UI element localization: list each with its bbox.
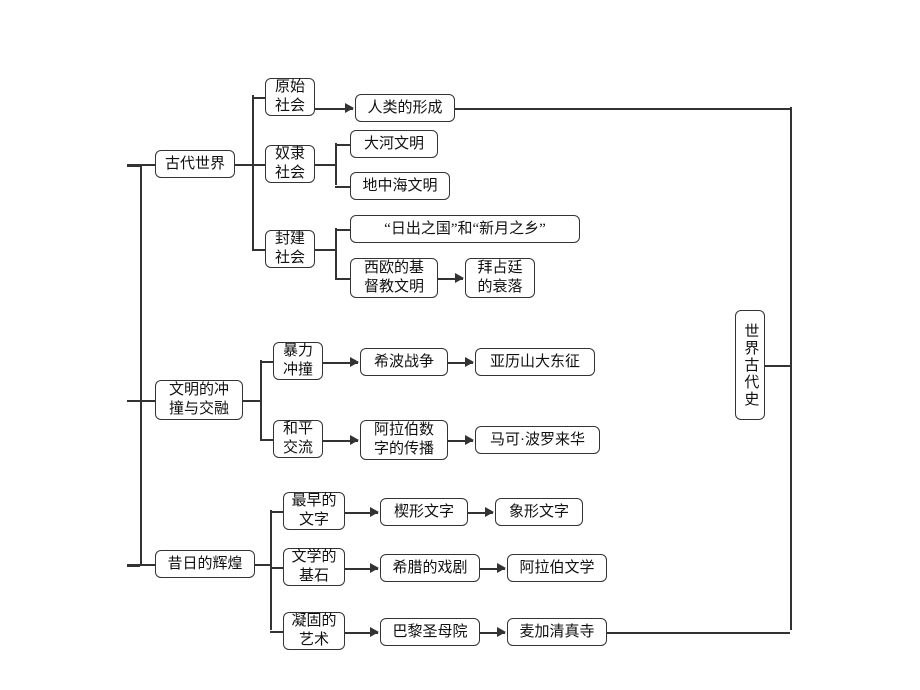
- l3-med_civ: 地中海文明: [350, 172, 450, 200]
- arrow-marco_polo: [465, 435, 474, 445]
- l2-stub: [252, 97, 265, 99]
- l1-to-bracket: [255, 564, 270, 566]
- sub-stub: [335, 278, 350, 280]
- sub-to-bracket: [315, 164, 335, 166]
- sub-stub: [335, 229, 350, 231]
- root-bracket: [140, 165, 142, 565]
- l2-lit_base: 文学的基石: [283, 548, 345, 586]
- sub-to-bracket: [315, 249, 335, 251]
- l4-byzantine: 拜占廷的衰落: [465, 258, 535, 298]
- l3-notre_dame: 巴黎圣母院: [380, 618, 480, 646]
- l1-bracket-glory: [270, 510, 272, 630]
- l4-hieroglyph: 象形文字: [495, 498, 583, 526]
- arrow-arabic_num: [350, 435, 359, 445]
- l2-stub: [260, 361, 273, 363]
- l1-glory: 昔日的辉煌: [155, 550, 255, 578]
- sub-stub: [335, 144, 350, 146]
- arrow-notre_dame: [370, 627, 379, 637]
- root-right: 世界古代史: [735, 310, 765, 420]
- diagram-canvas: 世界古代史 古代世界 原始社会 人类的形成奴隶社会 大河文明地中海文明封建社会 “日出之国…: [0, 0, 920, 690]
- l3-greek_drama: 希腊的戏剧: [380, 554, 480, 582]
- arrow-human_form: [345, 103, 354, 113]
- l2-frozen_art: 凝固的艺术: [283, 612, 345, 650]
- root-bracket-cap-top: [127, 165, 140, 167]
- l3-cuneiform: 楔形文字: [380, 498, 468, 526]
- arrow-mecca: [497, 627, 506, 637]
- l3-river_civ: 大河文明: [350, 130, 438, 158]
- sub-stub: [335, 186, 350, 188]
- l1-stub2: [140, 400, 155, 402]
- to-bus: [607, 632, 790, 634]
- l2-stub: [252, 249, 265, 251]
- l2-feudal: 封建社会: [265, 230, 315, 268]
- l4-marco_polo: 马可·波罗来华: [475, 426, 600, 454]
- l2-stub: [252, 164, 265, 166]
- l2-peace: 和平交流: [273, 420, 323, 458]
- l2-stub: [260, 439, 273, 441]
- l2-earliest: 最早的文字: [283, 492, 345, 530]
- l1-to-bracket: [235, 164, 252, 166]
- l2-primitive: 原始社会: [265, 78, 315, 116]
- right-bus: [790, 107, 792, 630]
- l2-stub: [270, 567, 283, 569]
- l3-greco_persian: 希波战争: [360, 348, 448, 376]
- arrow-cuneiform: [370, 507, 379, 517]
- l4-arab_lit: 阿拉伯文学: [507, 554, 607, 582]
- l2-slave: 奴隶社会: [265, 145, 315, 183]
- root-bracket-cap-bot: [127, 565, 140, 567]
- bus-to-root: [762, 365, 790, 367]
- l2-stub: [270, 511, 283, 513]
- l3-arabic_num: 阿拉伯数字的传播: [360, 420, 448, 460]
- l4-mecca: 麦加清真寺: [507, 618, 607, 646]
- sub-bracket-slave: [335, 143, 337, 185]
- arrow-hieroglyph: [485, 507, 494, 517]
- l1-bracket-ancient_world: [252, 95, 254, 250]
- sub-bracket-feudal: [335, 228, 337, 280]
- l1-stub2: [140, 564, 155, 566]
- l4-alexander: 亚历山大东征: [475, 348, 595, 376]
- l1-stub: [127, 400, 140, 402]
- l3-west_eu: 西欧的基督教文明: [350, 258, 438, 298]
- l1-stub2: [140, 164, 155, 166]
- l3-human_form: 人类的形成: [355, 94, 455, 122]
- arrow-greek_drama: [370, 563, 379, 573]
- l1-bracket-civilization: [260, 360, 262, 440]
- l1-to-bracket: [243, 400, 260, 402]
- l2-violent: 暴力冲撞: [273, 342, 323, 380]
- l1-ancient_world: 古代世界: [155, 150, 235, 178]
- arrow-alexander: [465, 357, 474, 367]
- arrow-byzantine: [455, 273, 464, 283]
- l3-sun_moon: “日出之国”和“新月之乡”: [350, 215, 580, 243]
- arrow-arab_lit: [497, 563, 506, 573]
- l1-civilization: 文明的冲撞与交融: [155, 380, 243, 420]
- to-bus: [455, 108, 790, 110]
- arrow-greco_persian: [350, 357, 359, 367]
- l2-stub: [270, 631, 283, 633]
